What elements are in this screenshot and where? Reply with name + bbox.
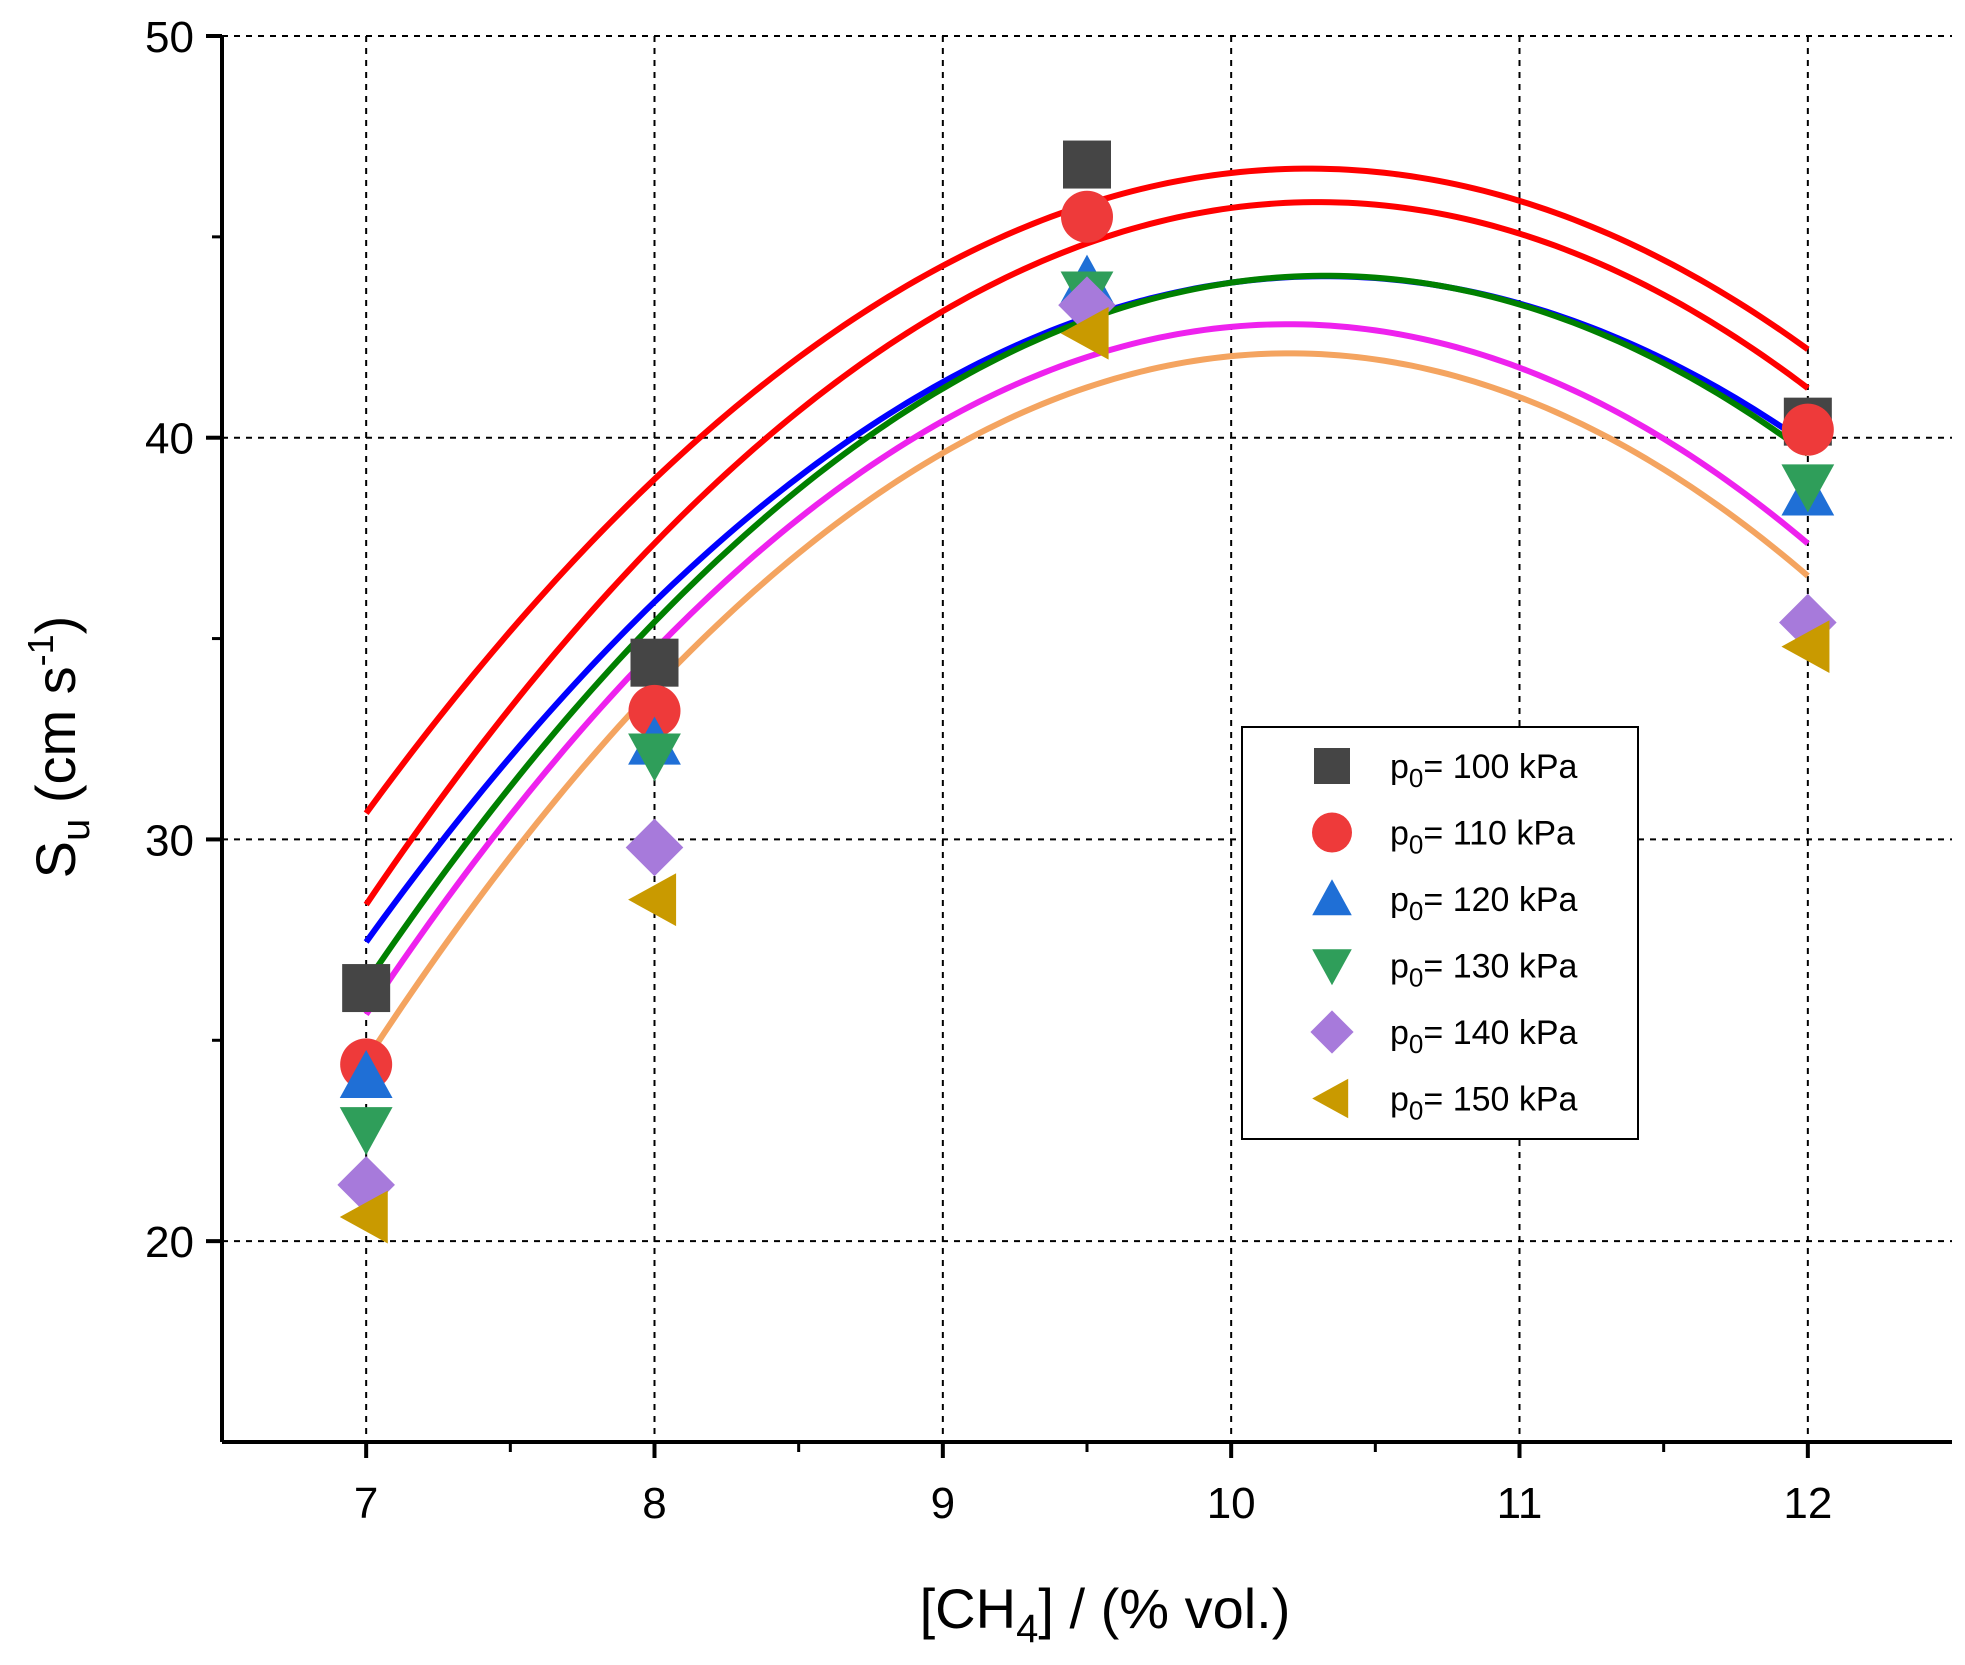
legend-label-2: p0= 110 kPa — [1390, 815, 1575, 860]
legend-marker-1 — [1314, 748, 1350, 784]
axes: 7 8 9 10 11 12 20 30 40 50 — [145, 13, 1952, 1528]
y-tick-label: 20 — [145, 1218, 194, 1267]
fit-curve-5 — [363, 321, 1810, 1017]
x-tick-label: 8 — [642, 1479, 666, 1528]
legend-marker-3 — [1312, 879, 1352, 916]
x-tick-label: 10 — [1207, 1479, 1256, 1528]
legend-label-1: p0= 100 kPa — [1390, 748, 1578, 793]
grid-lines — [222, 35, 1952, 1442]
data-point-s2-3 — [1061, 190, 1113, 243]
data-point-s2-4 — [1781, 403, 1834, 456]
x-tick-label: 9 — [931, 1479, 955, 1528]
y-tick-label: 50 — [145, 13, 194, 62]
x-tick-label: 7 — [354, 1479, 378, 1528]
data-point-s1-2 — [630, 638, 679, 687]
data-point-s1-1 — [342, 964, 391, 1013]
legend-label-4: p0= 130 kPa — [1390, 948, 1578, 993]
y-tick-label: 30 — [145, 816, 194, 865]
legend: p0= 100 kPa p0= 110 kPa p0= 120 kPa p0= 130… — [1241, 726, 1639, 1140]
data-point-s4-1 — [339, 1107, 393, 1156]
data-point-s6-4 — [1781, 620, 1830, 674]
data-point-s4-2 — [628, 733, 681, 782]
data-point-s3-1 — [339, 1050, 393, 1099]
data-point-s4-4 — [1781, 464, 1835, 513]
x-tick-label: 12 — [1783, 1479, 1832, 1528]
legend-label-5: p0= 140 kPa — [1390, 1014, 1578, 1059]
data-point-s5-1 — [337, 1156, 395, 1214]
data-point-s6-2 — [628, 873, 677, 927]
legend-marker-6 — [1312, 1078, 1349, 1119]
y-tick-label: 40 — [145, 415, 194, 464]
legend-label-6: p0= 150 kPa — [1390, 1081, 1578, 1126]
y-axis-label: Su (cm s-1) — [20, 616, 98, 879]
legend-box — [1241, 726, 1639, 1140]
data-point-s6-1 — [339, 1190, 388, 1244]
legend-marker-2 — [1312, 812, 1352, 853]
data-point-s1-3 — [1063, 140, 1111, 189]
data-point-s2-2 — [628, 684, 681, 737]
data-point-s6-3 — [1060, 306, 1109, 360]
fit-curve-6 — [363, 350, 1810, 1062]
data-point-s5-2 — [625, 818, 684, 877]
legend-marker-4 — [1312, 949, 1352, 986]
data-point-s5-3 — [1058, 276, 1116, 334]
legend-label-3: p0= 120 kPa — [1390, 881, 1578, 926]
data-points — [337, 140, 1837, 1244]
fit-curve-2 — [363, 199, 1810, 907]
x-tick-label: 11 — [1497, 1479, 1543, 1528]
x-axis-label: [CH4] / (% vol.) — [920, 1577, 1291, 1651]
legend-marker-5 — [1310, 1010, 1354, 1054]
